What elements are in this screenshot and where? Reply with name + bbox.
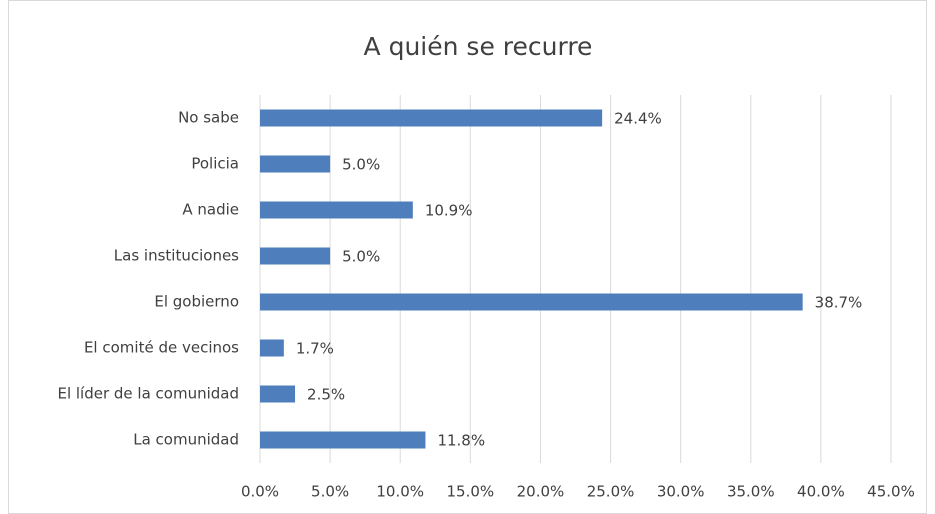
bar — [260, 385, 296, 403]
value-label: 5.0% — [342, 248, 380, 266]
bar — [260, 109, 603, 127]
value-label: 1.7% — [296, 340, 334, 358]
x-tick-label: 10.0% — [376, 483, 424, 501]
y-tick-label: No sabe — [178, 109, 239, 127]
bar — [260, 155, 331, 173]
x-tick-label: 5.0% — [311, 483, 349, 501]
value-label: 24.4% — [614, 110, 662, 128]
x-tick-label: 45.0% — [867, 483, 915, 501]
y-tick-label: A nadie — [182, 201, 239, 219]
x-tick-label: 20.0% — [517, 483, 565, 501]
bar — [260, 201, 413, 219]
x-tick-label: 15.0% — [447, 483, 495, 501]
y-tick-label: Las instituciones — [114, 247, 239, 265]
y-tick-label: El gobierno — [154, 293, 239, 311]
y-tick-label: Policia — [191, 155, 239, 173]
y-tick-label: La comunidad — [133, 431, 239, 449]
value-label: 10.9% — [425, 202, 473, 220]
bar — [260, 247, 331, 265]
x-tick-label: 0.0% — [241, 483, 279, 501]
y-tick-label: El líder de la comunidad — [57, 385, 239, 403]
value-label: 2.5% — [307, 386, 345, 404]
bar — [260, 339, 284, 357]
x-tick-label: 30.0% — [657, 483, 705, 501]
x-tick-label: 25.0% — [587, 483, 635, 501]
value-label: 11.8% — [437, 432, 485, 450]
value-label: 38.7% — [815, 294, 863, 312]
x-tick-label: 35.0% — [727, 483, 775, 501]
bar — [260, 431, 426, 449]
x-tick-label: 40.0% — [797, 483, 845, 501]
bar — [260, 293, 803, 311]
chart-border — [8, 0, 927, 514]
chart-title: A quién se recurre — [364, 32, 593, 61]
value-label: 5.0% — [342, 156, 380, 174]
y-tick-label: El comité de vecinos — [84, 339, 239, 357]
